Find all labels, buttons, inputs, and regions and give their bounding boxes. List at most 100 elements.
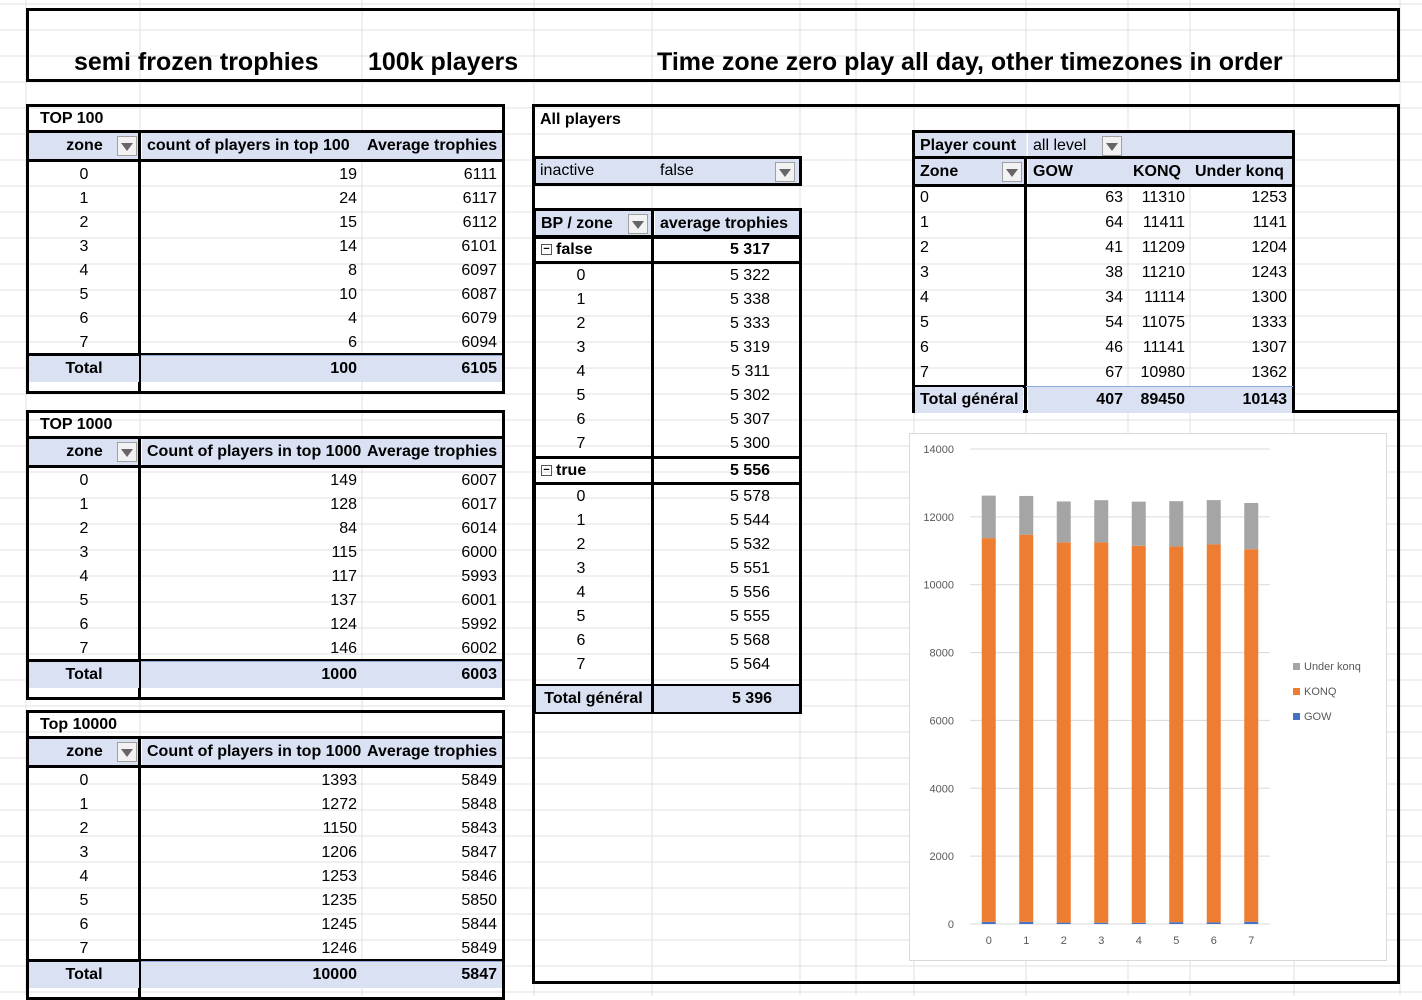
pivot-row-zone: 5	[576, 387, 586, 404]
zone-filter-dropdown-icon[interactable]	[117, 742, 137, 762]
row-zone: 1	[79, 496, 89, 513]
bar-segment-under-konq	[1206, 500, 1221, 545]
row-average: 5848	[461, 796, 497, 813]
pc-cell: 4	[920, 289, 929, 306]
pivot-row-zone: 0	[576, 488, 586, 505]
player-count-hline1	[912, 156, 1295, 159]
row-count: 124	[330, 616, 357, 633]
bar-segment-under-konq	[1019, 495, 1034, 535]
row-zone: 0	[79, 772, 89, 789]
pivot-row-zone: 6	[576, 411, 586, 428]
level-filter-dropdown-icon[interactable]	[1102, 136, 1122, 156]
row-zone: 6	[79, 916, 89, 933]
pc-total-topline	[912, 385, 1025, 388]
group-box-top	[533, 235, 802, 238]
bar-segment-under-konq	[1094, 500, 1109, 543]
y-tick-label: 14000	[923, 444, 954, 456]
total-label: Total	[29, 356, 139, 382]
pivot-row-value: 5 311	[731, 363, 770, 380]
row-count: 1150	[322, 820, 357, 837]
bar-segment-konq	[1094, 542, 1109, 923]
row-average: 6007	[461, 472, 497, 489]
bp-zone-filter-dropdown-icon[interactable]	[628, 214, 648, 234]
pc-cell: 1	[920, 214, 929, 231]
stacked-bar-chart[interactable]: 0 2000 4000 6000 8000 10000 12000 14000 0 1 2 3 4 5 6 7…	[909, 433, 1387, 961]
row-count: 1272	[321, 796, 357, 813]
row-count: 14	[339, 238, 357, 255]
table-title-underline	[26, 436, 505, 439]
row-count: 128	[330, 496, 357, 513]
group-label-false[interactable]: − false	[536, 237, 650, 263]
pc-cell: 1204	[1251, 239, 1287, 256]
pivot-row-value: 5 307	[729, 411, 770, 428]
header-count: Count of players in top 1000	[142, 739, 362, 765]
bar-segment-gow	[1206, 922, 1221, 924]
inactive-filter-box	[533, 156, 802, 186]
pivot-box	[533, 208, 802, 714]
row-zone: 6	[79, 310, 89, 327]
x-tick-label: 7	[1248, 935, 1254, 947]
row-average: 6017	[461, 496, 497, 513]
row-zone: 0	[79, 166, 89, 183]
pc-cell: 1307	[1251, 339, 1287, 356]
title-semi-frozen: semi frozen trophies	[74, 48, 319, 76]
pivot-row-value: 5 302	[729, 387, 770, 404]
pivot-row-value: 5 564	[729, 656, 770, 673]
pivot-total-label: Total général	[536, 686, 651, 712]
collapse-minus-icon[interactable]: −	[541, 244, 552, 256]
pivot-row-zone: 1	[576, 291, 586, 308]
group-label-true[interactable]: − true	[536, 458, 650, 484]
bar-segment-konq	[1019, 534, 1034, 922]
row-zone: 5	[79, 286, 89, 303]
inactive-filter-funnel-icon[interactable]	[775, 162, 795, 182]
all-players-title: All players	[540, 111, 621, 128]
pivot-row-value: 5 333	[729, 315, 770, 332]
row-count: 146	[330, 640, 357, 657]
y-tick-label: 10000	[923, 580, 954, 592]
row-average: 5992	[461, 616, 497, 633]
pivot-row-zone: 7	[576, 435, 586, 452]
row-zone: 0	[79, 472, 89, 489]
pc-cell: 54	[1105, 314, 1123, 331]
pc-cell: 0	[920, 189, 929, 206]
zone-filter-dropdown-icon[interactable]	[117, 442, 137, 462]
row-count: 4	[348, 310, 357, 327]
x-tick-label: 4	[1136, 935, 1142, 947]
row-average: 5850	[461, 892, 497, 909]
inactive-filter-label: inactive	[535, 158, 655, 184]
bar-segment-gow	[1169, 922, 1184, 924]
table-box	[26, 104, 505, 394]
total-separator	[141, 961, 502, 962]
pivot-row-value: 5 555	[729, 608, 770, 625]
row-zone: 3	[79, 238, 89, 255]
x-tick-label: 5	[1173, 935, 1179, 947]
pc-cell: 1253	[1251, 189, 1287, 206]
x-tick-label: 6	[1211, 935, 1217, 947]
zone-filter-dropdown-icon[interactable]	[117, 136, 137, 156]
pc-cell: 3	[920, 264, 929, 281]
zone-filter-dropdown-icon[interactable]	[1002, 162, 1022, 182]
y-tick-label: 12000	[923, 512, 954, 524]
row-average: 6000	[461, 544, 497, 561]
row-average: 6112	[462, 214, 497, 231]
pivot-row-zone: 2	[576, 315, 586, 332]
legend-label: GOW	[1304, 711, 1332, 723]
bar-segment-gow	[981, 921, 996, 924]
pivot-row-value: 5 319	[729, 339, 770, 356]
row-count: 84	[339, 520, 357, 537]
collapse-minus-icon[interactable]: −	[541, 465, 552, 477]
bar-segment-gow	[1244, 921, 1259, 924]
row-average: 5843	[461, 820, 497, 837]
legend-label: KONQ	[1304, 686, 1337, 698]
total-average: 6003	[362, 662, 502, 688]
pivot-total-value: 5 396	[654, 686, 799, 712]
pc-total-cell: Total général	[915, 387, 1023, 413]
row-average: 5849	[461, 772, 497, 789]
row-average: 6087	[461, 286, 497, 303]
table-title: TOP 100	[40, 110, 104, 127]
zone-divider	[138, 739, 141, 999]
group-box-top	[533, 456, 802, 459]
pc-cell: 11114	[1144, 289, 1185, 306]
legend-swatch	[1293, 688, 1300, 695]
bar-segment-konq	[981, 538, 996, 922]
